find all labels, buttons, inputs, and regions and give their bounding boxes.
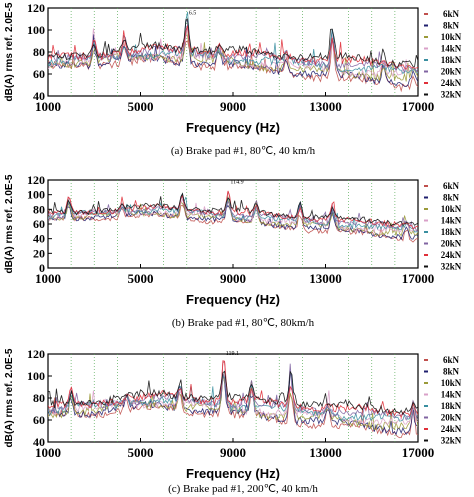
series-line-24kN [48, 190, 418, 230]
y-tick-label: 100 [27, 369, 45, 383]
y-tick-label: 120 [27, 1, 45, 15]
series-line-24kN [48, 360, 418, 419]
peak-annotation: 6.5 [189, 11, 197, 17]
plot-area [47, 179, 419, 269]
y-tick-label: 100 [27, 188, 45, 202]
legend-label: 8kN [443, 21, 460, 31]
figure-caption: (c) Brake pad #1, 200℃, 40 km/h [168, 483, 318, 495]
x-tick-label: 13000 [309, 445, 342, 460]
series-group [48, 11, 418, 93]
series-line-10kN [48, 29, 418, 82]
x-tick-label: 9000 [220, 445, 246, 460]
y-tick-label: 100 [27, 23, 45, 37]
y-tick-label: 80 [33, 45, 45, 59]
x-tick-label: 13000 [309, 99, 342, 114]
legend-label: 18kN [441, 227, 462, 237]
legend-label: 20kN [441, 413, 462, 423]
legend-label: 14kN [441, 216, 462, 226]
legend-label: 14kN [441, 44, 462, 54]
x-tick-label: 5000 [128, 99, 154, 114]
legend-label: 6kN [443, 9, 460, 19]
series-line-20kN [48, 363, 418, 421]
x-tick-label: 13000 [309, 271, 342, 286]
y-tick-label: 0 [39, 261, 45, 275]
x-tick-label: 17000 [402, 99, 435, 114]
y-tick-label: 60 [33, 217, 45, 231]
legend-label: 32kN [441, 262, 462, 272]
legend-label: 14kN [441, 390, 462, 400]
y-tick-label: 40 [33, 89, 45, 103]
x-tick-label: 17000 [402, 271, 435, 286]
legend-label: 6kN [443, 181, 460, 191]
legend-label: 18kN [441, 401, 462, 411]
series-group [48, 190, 418, 243]
legend-label: 24kN [441, 424, 462, 434]
chart-panel-c: 40 60 80 100 120 1000 5000 9000 13000 17000 Freque… [4, 347, 462, 495]
x-axis-title: Frequency (Hz) [186, 120, 280, 135]
x-tick-label: 5000 [128, 445, 154, 460]
series-line-18kN [48, 370, 418, 422]
x-axis-title: Frequency (Hz) [186, 292, 280, 307]
legend-label: 32kN [441, 90, 462, 100]
y-tick-label: 120 [27, 347, 45, 361]
legend-label: 10kN [441, 204, 462, 214]
legend-label: 24kN [441, 250, 462, 260]
series-line-20kN [48, 24, 418, 74]
x-tick-label: 1000 [35, 99, 61, 114]
series-line-32kN [48, 18, 418, 68]
x-tick-label: 17000 [402, 445, 435, 460]
figure-caption: (a) Brake pad #1, 80℃, 40 km/h [171, 145, 316, 157]
x-tick-label: 1000 [35, 445, 61, 460]
y-tick-label: 20 [33, 246, 45, 260]
series-group [48, 360, 418, 439]
x-tick-label: 9000 [220, 271, 246, 286]
legend-label: 8kN [443, 367, 460, 377]
legend-label: 32kN [441, 436, 462, 446]
figure-caption: (b) Brake pad #1, 80℃, 80km/h [172, 317, 315, 329]
y-tick-label: 60 [33, 67, 45, 81]
x-tick-label: 5000 [128, 271, 154, 286]
y-axis-title: dB(A) rms ref. 2.0E-5 [4, 174, 15, 273]
y-tick-label: 120 [27, 173, 45, 187]
peak-annotation: 119.1 [226, 351, 239, 357]
series-line-8kN [48, 20, 418, 87]
y-axis-title: dB(A) rms ref. 2.0E-5 [4, 348, 15, 447]
y-tick-label: 40 [33, 435, 45, 449]
legend-label: 10kN [441, 378, 462, 388]
series-line-32kN [48, 192, 418, 227]
legend-label: 20kN [441, 239, 462, 249]
legend-label: 10kN [441, 32, 462, 42]
y-axis-title: dB(A) rms ref. 2.0E-5 [4, 2, 15, 101]
series-line-32kN [48, 370, 418, 416]
legend-label: 24kN [441, 78, 462, 88]
x-tick-label: 1000 [35, 271, 61, 286]
chart-panel-a: 40 60 80 100 120 1000 5000 9000 13000 17000 Freque… [4, 1, 462, 157]
legend-label: 20kN [441, 67, 462, 77]
peak-annotation: 114.9 [230, 179, 243, 185]
y-tick-label: 60 [33, 413, 45, 427]
legend-label: 6kN [443, 355, 460, 365]
x-axis-title: Frequency (Hz) [186, 466, 280, 481]
x-tick-label: 9000 [220, 99, 246, 114]
legend-label: 18kN [441, 55, 462, 65]
y-tick-label: 80 [33, 202, 45, 216]
legend-label: 8kN [443, 193, 460, 203]
y-tick-label: 40 [33, 232, 45, 246]
y-tick-label: 80 [33, 391, 45, 405]
